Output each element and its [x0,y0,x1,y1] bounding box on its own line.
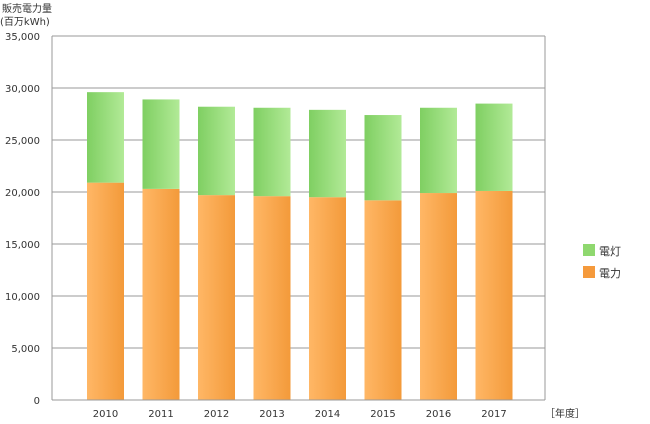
bar-segment-power [420,193,457,400]
x-tick-label: 2013 [259,409,284,420]
bar-segment-power [198,195,235,400]
y-tick-label: 20,000 [5,188,40,199]
bar-segment-power [309,197,346,400]
bar-segment-lighting [253,107,291,197]
y-tick-label: 0 [34,396,40,407]
bars [87,92,513,400]
y-tick-label: 15,000 [5,240,40,251]
gridlines [52,35,545,349]
x-tick-label: 2010 [93,409,118,420]
x-axis-title: ［年度］ [545,407,585,420]
legend-label: 電力 [599,267,621,280]
bar-segment-power [142,188,180,400]
x-tick-label: 2016 [426,409,451,420]
y-tick-labels: 0 5,000 10,000 15,000 20,000 25,000 30,000 35,0… [5,32,40,407]
bar-segment-lighting [420,107,457,194]
x-tick-labels: 2010 2011 2012 2013 2014 2015 2016 2017 [93,409,507,420]
bar-segment-power [253,196,291,400]
bar-segment-lighting [87,92,124,183]
bar-segment-power [364,200,402,400]
x-tick-label: 2014 [315,409,340,420]
x-tick-label: 2015 [370,409,395,420]
x-tick-label: 2012 [204,409,229,420]
y-tick-label: 10,000 [5,292,40,303]
y-tick-label: 5,000 [11,344,40,355]
y-axis-title-line1: 販売電力量 [2,2,52,15]
x-tick-label: 2017 [481,409,506,420]
bar-segment-power [475,190,513,400]
bar-segment-lighting [475,103,513,191]
bar-segment-lighting [198,106,235,196]
y-axis-title-line2: (百万kWh) [0,16,50,28]
bar-segment-lighting [142,99,180,189]
y-tick-label: 35,000 [5,32,40,43]
bar-segment-power [87,182,124,400]
legend-swatch [583,244,595,256]
bar-segment-lighting [364,115,402,201]
y-tick-label: 30,000 [5,84,40,95]
x-tick-label: 2011 [148,409,173,420]
legend-label: 電灯 [599,245,621,258]
legend-swatch [583,266,595,278]
bar-segment-lighting [309,109,346,198]
y-tick-label: 25,000 [5,136,40,147]
